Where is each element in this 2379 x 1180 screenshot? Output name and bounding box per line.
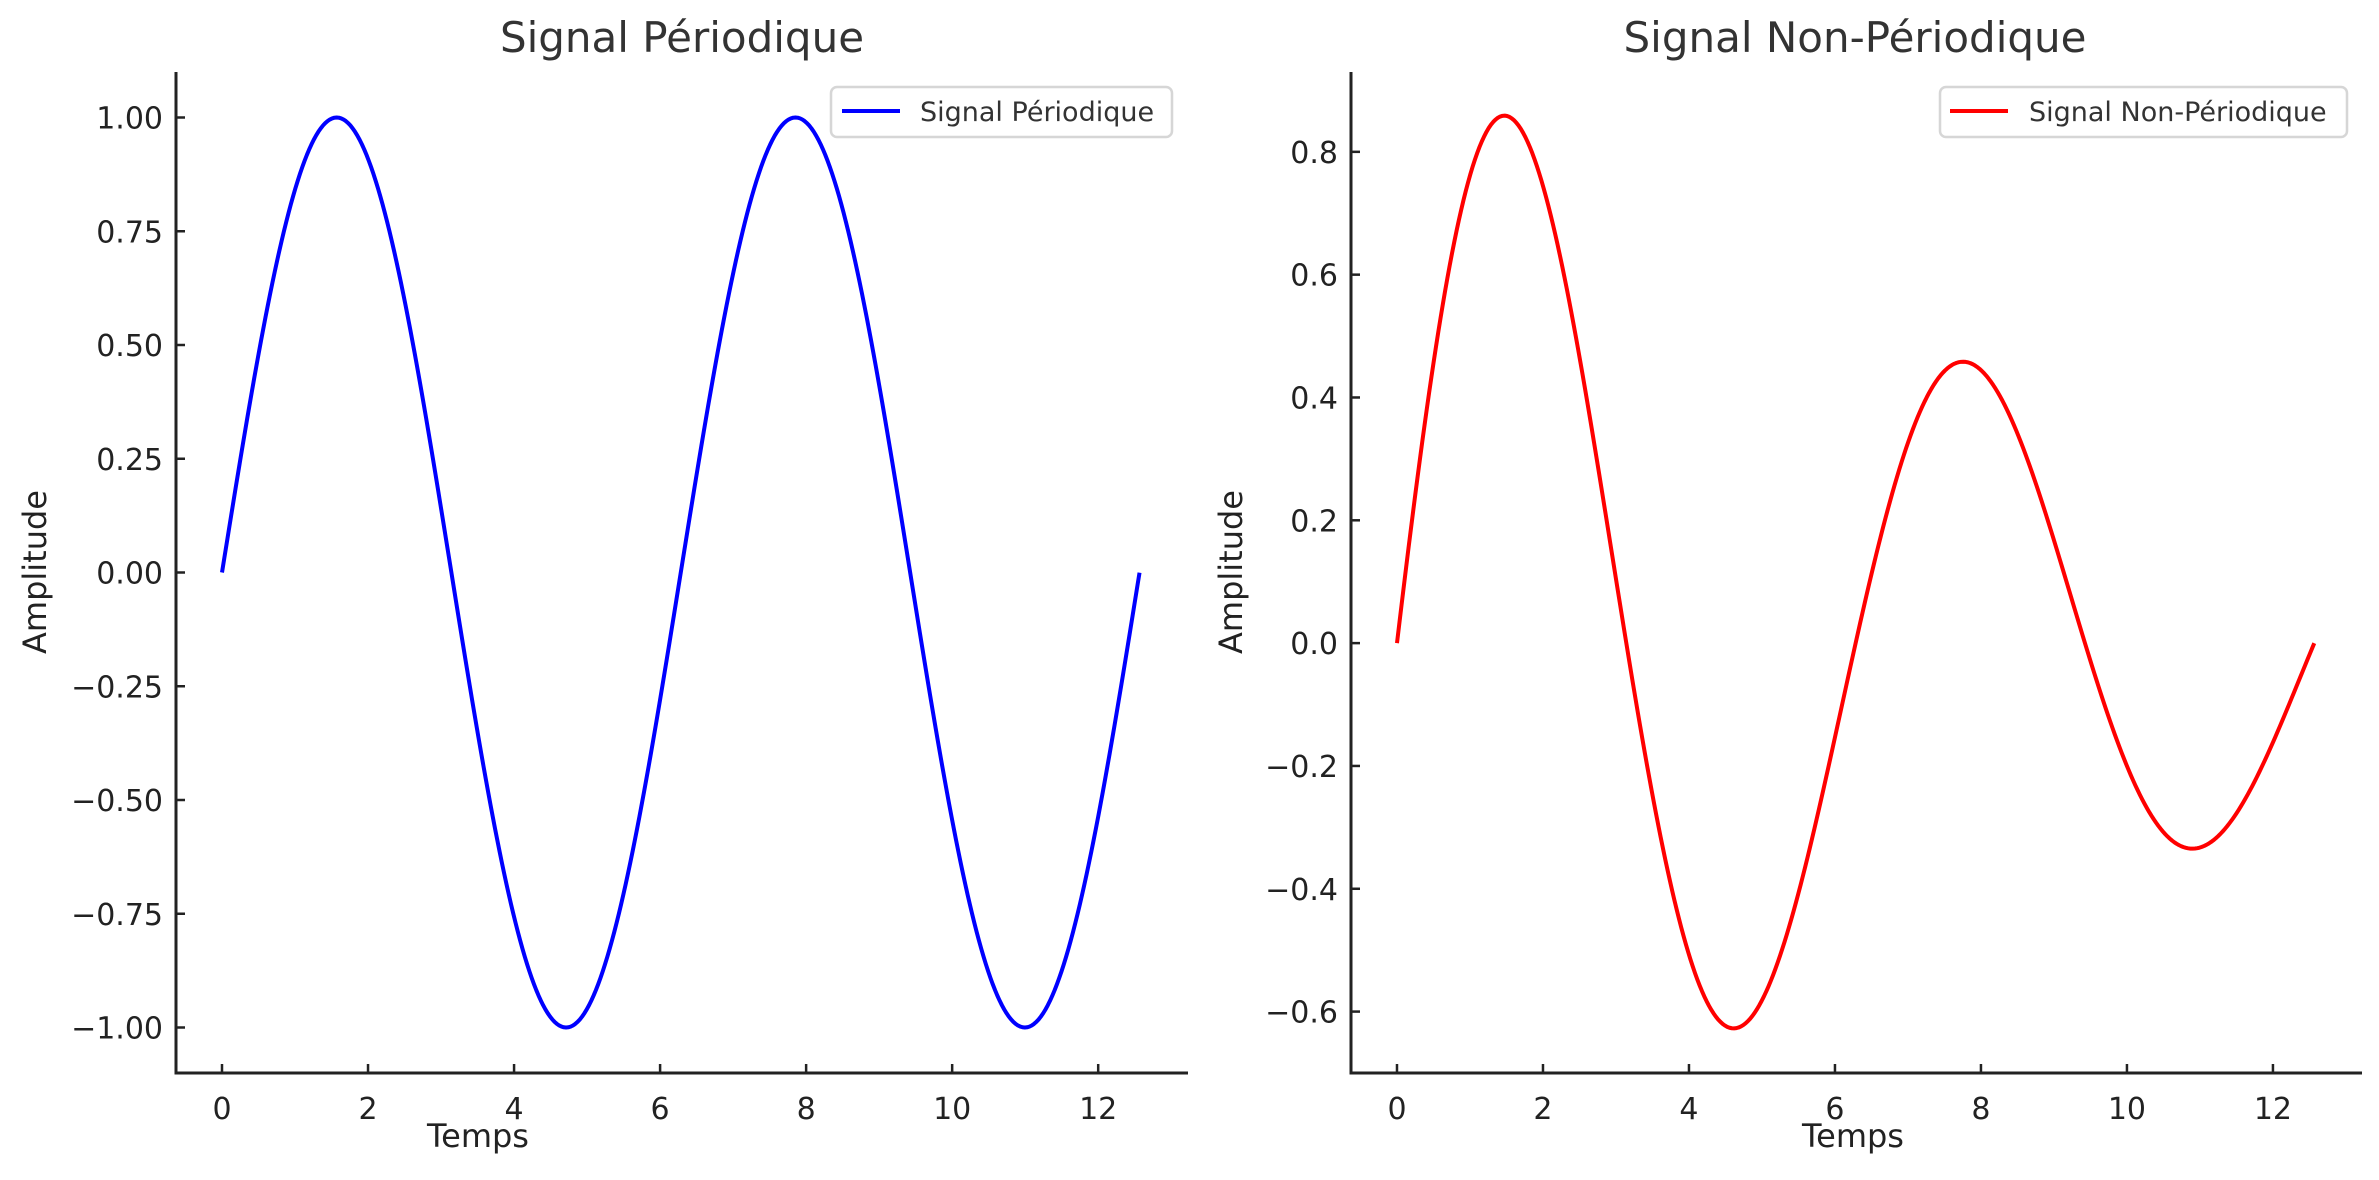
x-tick-label: 8 [797, 1092, 816, 1127]
y-tick-label: 0.2 [1290, 504, 1338, 539]
series-line-non-periodic [1395, 113, 2317, 1031]
x-tick-label: 12 [1079, 1092, 1117, 1127]
y-axis-label: Amplitude [16, 490, 54, 654]
x-tick-labels: 0 2 4 6 8 10 12 [1387, 1092, 2292, 1127]
tick-marks [1351, 150, 2275, 1073]
y-tick-label: −0.50 [71, 784, 163, 819]
x-axis-label: Temps [1801, 1117, 1904, 1155]
y-tick-labels: 1.00 0.75 0.50 0.25 0.00 −0.25 −0.50 −0.75 −1.00 [71, 102, 163, 1047]
chart-title: Signal Non-Périodique [1623, 13, 2086, 62]
legend-label: Signal Non-Périodique [2029, 97, 2327, 128]
x-tick-label: 0 [212, 1092, 231, 1127]
y-tick-label: 1.00 [96, 102, 163, 137]
y-tick-label: 0.00 [96, 557, 163, 592]
y-axis-label: Amplitude [1212, 490, 1250, 654]
x-tick-label: 10 [933, 1092, 971, 1127]
y-tick-label: −0.75 [71, 898, 163, 933]
y-tick-label: 0.50 [96, 329, 163, 364]
axes-spines [174, 72, 1188, 1075]
y-tick-label: 0.25 [96, 443, 163, 478]
y-tick-label: −0.6 [1265, 996, 1338, 1031]
x-tick-label: 8 [1971, 1092, 1990, 1127]
panel-non-periodic: Signal Non-Périodique 0.8 0.6 0.4 0.2 0.0 −0.… [1212, 13, 2362, 1155]
x-tick-label: 4 [505, 1092, 524, 1127]
y-tick-label: 0.6 [1290, 259, 1338, 294]
tick-marks [176, 116, 1100, 1073]
x-tick-label: 2 [1533, 1092, 1552, 1127]
x-tick-labels: 0 2 4 6 8 10 12 [212, 1092, 1117, 1127]
y-tick-label: 0.8 [1290, 136, 1338, 171]
y-tick-label: −0.25 [71, 670, 163, 705]
legend-label: Signal Périodique [920, 97, 1154, 128]
x-axis-label: Temps [426, 1117, 529, 1155]
y-tick-label: −1.00 [71, 1012, 163, 1047]
panel-periodic: Signal Périodique 1.00 0.75 0.50 0.25 0.00 −0… [16, 13, 1188, 1155]
legend: Signal Périodique [829, 85, 1174, 139]
legend-box [1938, 85, 2349, 139]
x-tick-label: 6 [1825, 1092, 1844, 1127]
y-tick-label: −0.2 [1265, 750, 1338, 785]
y-tick-label: 0.0 [1290, 627, 1338, 662]
y-tick-label: −0.4 [1265, 873, 1338, 908]
y-tick-label: 0.75 [96, 215, 163, 250]
legend: Signal Non-Périodique [1938, 85, 2349, 139]
y-tick-labels: 0.8 0.6 0.4 0.2 0.0 −0.2 −0.4 −0.6 [1265, 136, 1338, 1031]
x-tick-label: 2 [358, 1092, 377, 1127]
x-tick-label: 10 [2108, 1092, 2146, 1127]
legend-box [829, 85, 1174, 139]
x-tick-label: 0 [1387, 1092, 1406, 1127]
x-tick-label: 6 [651, 1092, 670, 1127]
chart-title: Signal Périodique [500, 13, 864, 62]
x-tick-label: 4 [1679, 1092, 1698, 1127]
x-tick-label: 12 [2254, 1092, 2292, 1127]
axes-spines [1349, 72, 2362, 1075]
y-tick-label: 0.4 [1290, 381, 1338, 416]
series-line-periodic [220, 115, 1142, 1030]
